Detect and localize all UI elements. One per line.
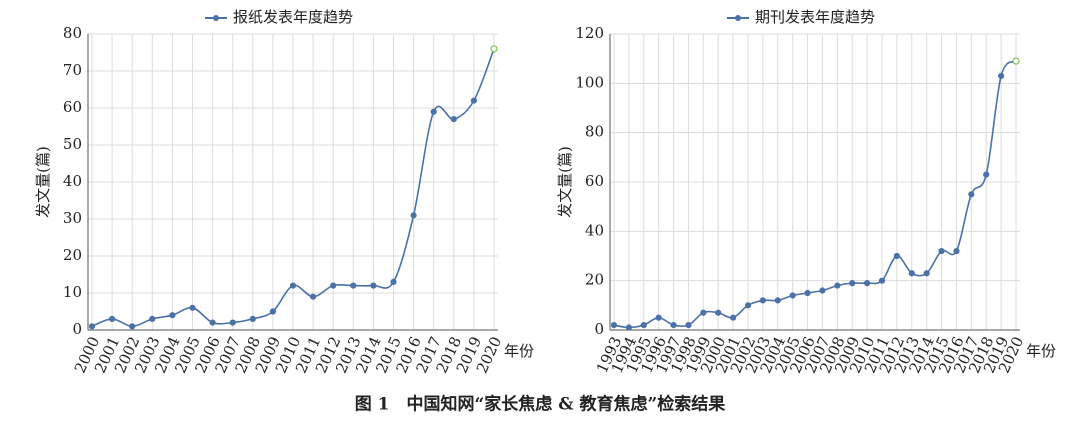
point (893, 252, 900, 260)
point (310, 293, 317, 300)
y-tick-label: 80 (585, 123, 604, 141)
y-tick-label: 20 (63, 246, 82, 264)
point (390, 278, 397, 285)
point (804, 289, 811, 297)
point (430, 108, 437, 115)
point (953, 247, 960, 255)
point (350, 282, 357, 289)
point (129, 323, 136, 330)
y-tick-label: 60 (585, 172, 604, 190)
y-tick-label: 50 (63, 135, 82, 153)
point (655, 314, 662, 321)
point (685, 321, 692, 329)
point (370, 282, 377, 289)
y-tick-label: 80 (63, 24, 82, 42)
caption: 图 1 中国知网“家长焦虑 & 教育焦虑”检索结果 (355, 394, 726, 415)
point (470, 97, 477, 104)
point (1012, 57, 1020, 65)
point (968, 191, 975, 198)
point (700, 309, 707, 316)
legend-label: 报纸发表年度趋势 (233, 8, 353, 26)
y-tick-label: 30 (63, 209, 82, 227)
point (730, 314, 737, 321)
y-tick-label: 70 (63, 61, 82, 79)
point (88, 323, 96, 330)
point (670, 321, 677, 329)
point (249, 315, 256, 322)
point (744, 302, 752, 309)
y-axis-label: 发文量(篇) (556, 146, 574, 218)
point (715, 309, 722, 316)
point (759, 297, 766, 304)
point (640, 321, 647, 329)
point (774, 297, 781, 304)
point (998, 72, 1005, 80)
point (625, 324, 632, 331)
point (864, 280, 871, 287)
point (330, 282, 337, 289)
point (450, 115, 457, 123)
y-tick-label: 0 (594, 320, 604, 338)
y-tick-label: 60 (63, 98, 82, 116)
point (108, 315, 116, 322)
point (908, 270, 915, 277)
point (834, 282, 841, 289)
legend-dot (213, 15, 219, 21)
y-axis-label: 发文量(篇) (34, 146, 52, 218)
point (269, 308, 276, 315)
point (169, 312, 176, 319)
point (189, 304, 196, 311)
y-tick-label: 10 (63, 283, 82, 301)
legend-label: 期刊发表年度趋势 (755, 8, 875, 26)
point (878, 277, 886, 284)
x-axis-label: 年份 (1026, 342, 1056, 360)
point (923, 270, 930, 277)
y-tick-label: 40 (585, 221, 604, 239)
x-axis-label: 年份 (504, 342, 534, 360)
y-tick-label: 0 (72, 320, 82, 338)
point (209, 319, 216, 326)
point (289, 282, 297, 289)
point (849, 280, 856, 287)
y-tick-label: 120 (575, 24, 604, 42)
point (490, 45, 498, 53)
point (789, 292, 796, 299)
y-tick-label: 100 (575, 73, 604, 91)
point (983, 171, 990, 178)
point (610, 321, 618, 329)
point (229, 319, 236, 326)
legend-dot (735, 15, 741, 21)
point (938, 247, 945, 255)
point (149, 315, 156, 322)
y-tick-label: 20 (585, 271, 604, 289)
line (613, 60, 1017, 329)
y-tick-label: 40 (63, 172, 82, 190)
point (410, 212, 417, 219)
point (819, 287, 826, 294)
